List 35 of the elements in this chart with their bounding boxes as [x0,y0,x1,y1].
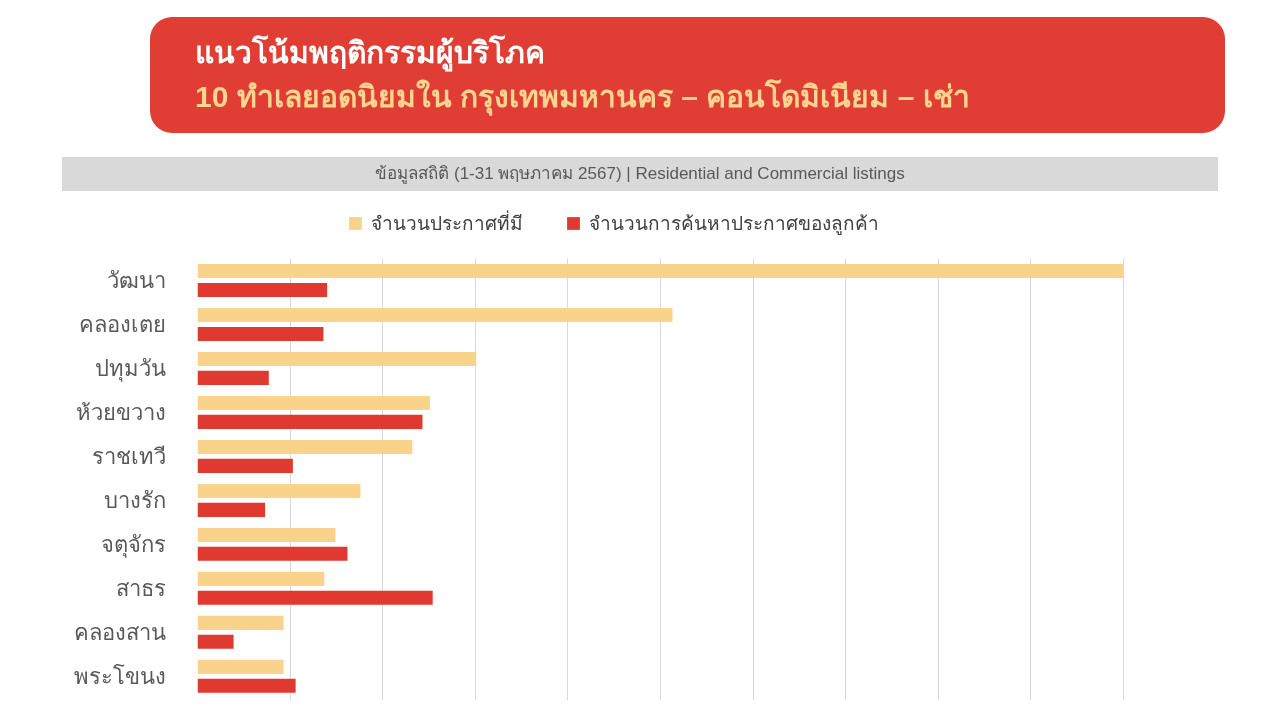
bar [197,326,324,341]
legend-label: จำนวนประกาศที่มี [371,209,523,236]
bar [197,546,348,561]
bar [197,502,266,517]
bar [197,351,477,367]
bar [197,307,673,323]
y-tick-label: สาธร [115,575,166,601]
y-tick-label: ห้วยขวาง [75,399,166,425]
bar [197,483,361,498]
bar [197,590,433,605]
y-tick-label: ราชเทวี [91,443,166,469]
bar [197,527,336,542]
bar [197,370,269,385]
y-tick-label: จตุจักร [100,531,166,558]
bar [197,282,328,297]
y-tick-label: วัฒนา [106,267,166,293]
legend-label: จำนวนการค้นหาประกาศของลูกค้า [589,212,879,237]
bar [197,414,423,429]
y-tick-label: ปทุมวัน [94,355,166,382]
y-tick-label: พระโขนง [73,663,166,689]
chart-title: แนวโน้มพฤติกรรมผู้บริโภค [195,34,546,74]
y-tick-label: บางรัก [103,487,166,513]
bar [197,264,1124,279]
text: ข้อมูลสถิติ (1-31 พฤษภาคม 2567) | Residential and Commercial listings [375,163,905,186]
bar [197,659,284,674]
bar [197,439,413,454]
bar [197,395,430,411]
bar [197,634,234,649]
chart-subtitle: 10 ทำเลยอดนิยมใน กรุงเทพมหานคร – คอนโดมิเนียม – เช่า [195,78,970,118]
bar [197,615,284,630]
bar [197,571,325,586]
bar [197,678,296,693]
y-tick-label: คลองเตย [78,311,166,337]
bar [197,458,293,473]
y-tick-label: คลองสาน [73,619,166,645]
